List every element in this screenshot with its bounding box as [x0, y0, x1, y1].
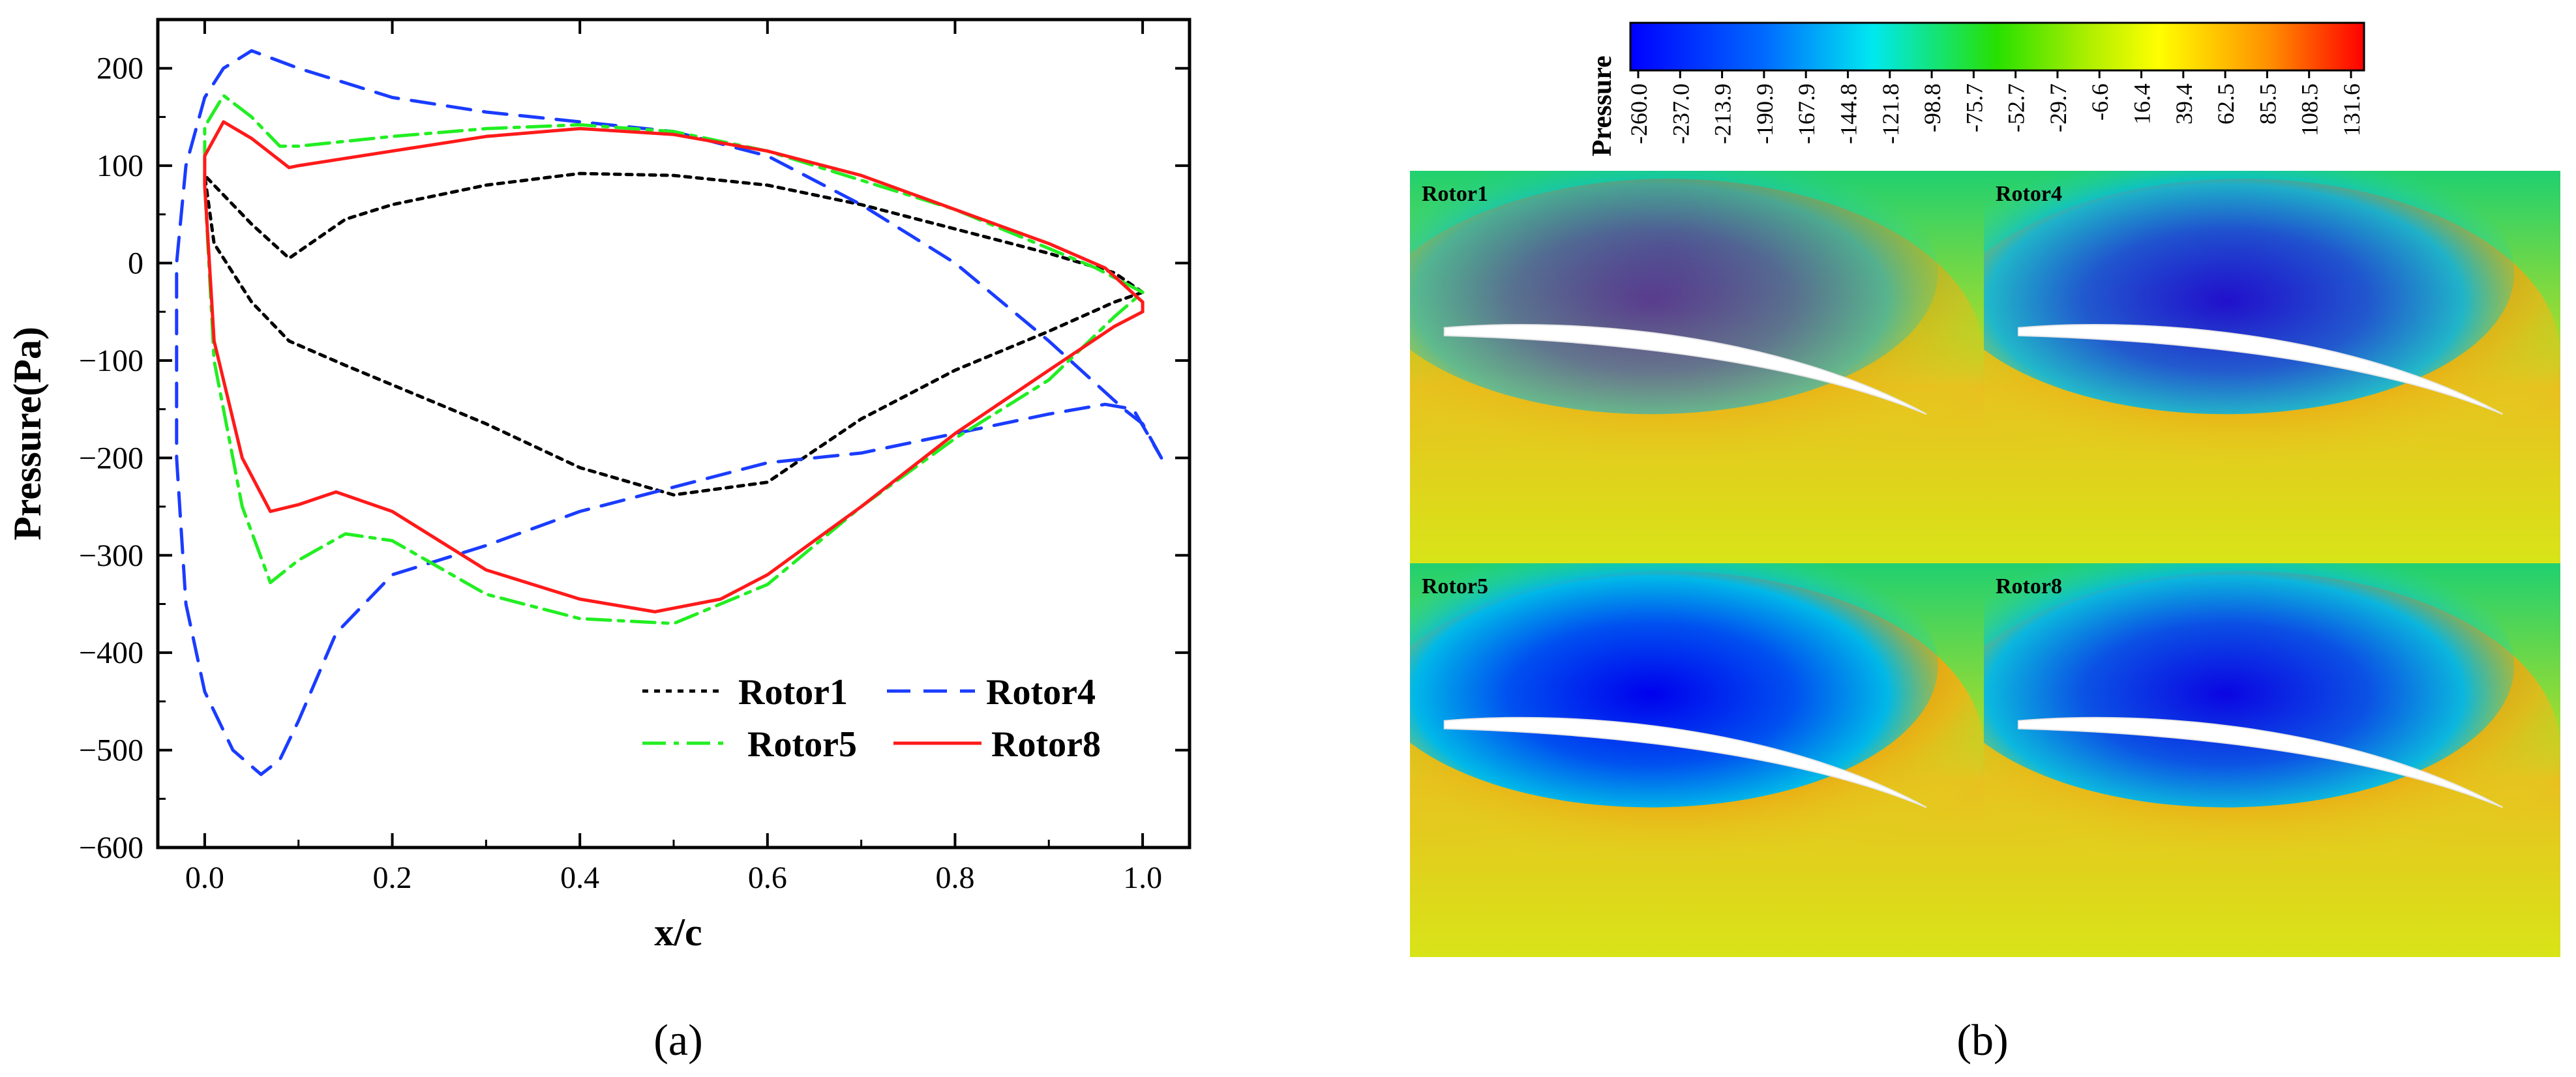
colorbar: [1629, 22, 2365, 72]
colorbar-tick-label: 16.4: [2129, 83, 2155, 125]
blade-profile: [2018, 716, 2504, 808]
colorbar-tick-label: 62.5: [2213, 83, 2239, 125]
contour-panel-rotor8: [1984, 563, 2560, 957]
y-axis-label: Pressure(Pa): [6, 327, 49, 540]
suction-side-region: [1984, 171, 2515, 415]
contour-panel-rotor1: [1410, 171, 1984, 563]
blade-profile: [1443, 716, 1927, 808]
series-line-rotor1: [203, 171, 1145, 497]
panel-a-label: (a): [653, 1015, 702, 1065]
y-tick-label: −100: [79, 344, 143, 378]
colorbar-tick-label: -213.9: [1710, 83, 1736, 144]
colorbar-tick-label: 39.4: [2171, 83, 2197, 125]
contour-panel-label: Rotor1: [1422, 182, 1488, 206]
x-tick-label: 0.6: [748, 861, 787, 895]
pressure-contour-figure: Pressure -260.0 -237.0 -213.9 -190.9 -167.9-…: [1410, 22, 2560, 1065]
blade-profile: [2018, 323, 2504, 415]
x-tick-label: 0.8: [935, 861, 974, 895]
y-tick-label: −300: [79, 538, 143, 573]
x-axis-label: x/c: [654, 911, 702, 954]
contour-panel-label: Rotor5: [1422, 574, 1488, 598]
axis-ticks: 0.0 0.2 0.4 0.6 0.8 1.0 −600 −500 −400 −300 −200 −1…: [79, 20, 1190, 895]
panel-b-label: (b): [1956, 1015, 2008, 1065]
colorbar-tick-label: -237.0: [1668, 83, 1694, 144]
colorbar-tick-label: -75.7: [1961, 83, 1987, 132]
colorbar-tick-label: -190.9: [1752, 83, 1778, 144]
colorbar-tick-label: -144.8: [1835, 83, 1861, 144]
blade-profile: [1443, 323, 1927, 415]
colorbar-tick-label: -29.7: [2045, 83, 2071, 132]
x-tick-label: 0.2: [373, 861, 412, 895]
y-tick-label: −600: [79, 831, 143, 865]
suction-side-region: [1410, 171, 1938, 415]
colorbar-tick-label: 131.6: [2339, 83, 2365, 136]
legend-label-rotor8: Rotor8: [991, 724, 1101, 765]
contour-panel-label: Rotor4: [1996, 182, 2062, 206]
colorbar-tick-label: 85.5: [2254, 83, 2281, 125]
y-tick-label: 0: [128, 246, 143, 281]
contour-panel-rotor5: [1410, 563, 1984, 957]
y-tick-label: 200: [97, 52, 143, 86]
legend-label-rotor1: Rotor1: [738, 672, 848, 713]
legend-label-rotor4: Rotor4: [986, 672, 1096, 713]
colorbar-tick-label: -167.9: [1793, 83, 1820, 144]
contour-panel-label: Rotor8: [1996, 574, 2062, 598]
legend: Rotor1 Rotor4 Rotor5 Rotor8: [642, 672, 1101, 765]
pressure-line-chart: 0.0 0.2 0.4 0.6 0.8 1.0 −600 −500 −400 −300 −200 −1…: [6, 18, 1191, 1065]
y-tick-label: −200: [79, 441, 143, 475]
legend-label-rotor5: Rotor5: [747, 724, 857, 765]
y-tick-label: −500: [79, 733, 143, 768]
suction-side-region: [1984, 563, 2515, 808]
x-tick-label: 1.0: [1123, 861, 1162, 895]
x-tick-label: 0.0: [185, 861, 224, 895]
colorbar-tick-label: -52.7: [2003, 83, 2029, 132]
y-tick-label: −400: [79, 636, 143, 670]
series-lines: [175, 49, 1163, 776]
suction-side-region: [1410, 563, 1938, 808]
colorbar-tick-label: -260.0: [1626, 83, 1652, 144]
colorbar-tick-label: -121.8: [1878, 83, 1904, 144]
x-tick-label: 0.4: [560, 861, 599, 895]
contour-panels: Rotor1 Rotor4 Rotor5 Rotor8: [1410, 171, 2560, 957]
colorbar-tick-label: -6.6: [2087, 83, 2113, 121]
colorbar-title: Pressure: [1587, 55, 1617, 156]
series-line-rotor4: [175, 49, 1163, 776]
y-tick-label: 100: [97, 149, 143, 183]
colorbar-tick-label: 108.5: [2297, 83, 2323, 136]
contour-panel-rotor4: [1984, 171, 2560, 563]
colorbar-tick-label: -98.8: [1919, 83, 1945, 132]
series-line-rotor8: [203, 120, 1145, 613]
colorbar-ticks: -260.0 -237.0 -213.9 -190.9 -167.9 -144.8 -121…: [1626, 70, 2365, 144]
